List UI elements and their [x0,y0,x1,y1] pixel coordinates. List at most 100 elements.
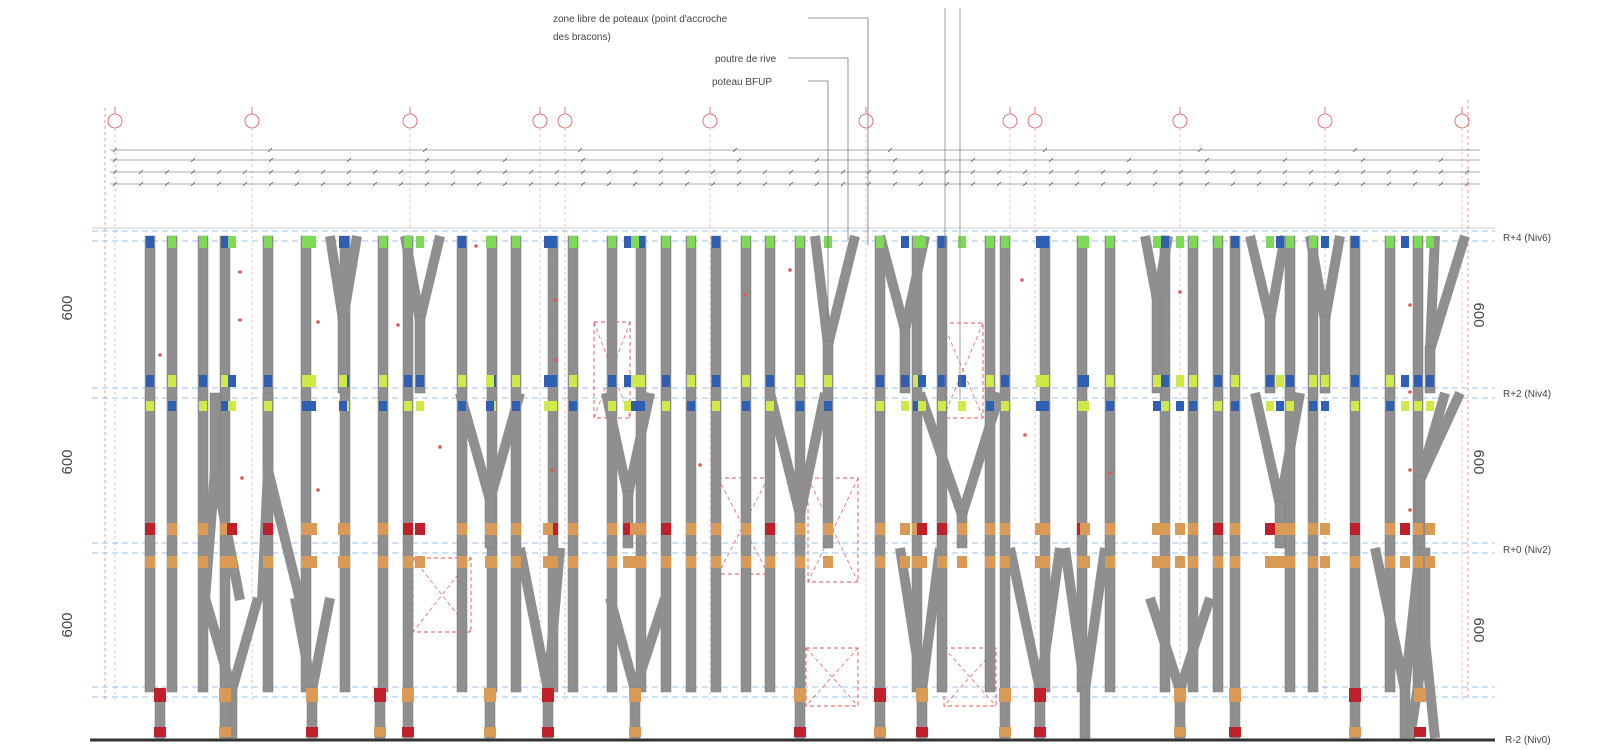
marker-low [623,523,633,535]
marker-low [957,523,967,535]
marker-mid [876,401,884,411]
marker-low [1035,556,1045,568]
anchor-mark [1023,433,1027,437]
column [1424,345,1436,394]
marker-low [1000,523,1010,535]
dimension-tick [422,147,428,153]
column-brace [1080,547,1110,691]
marker-mid [1081,401,1089,411]
marker-base [1174,727,1186,737]
column-brace [1265,235,1290,321]
marker-mid [199,401,207,411]
column [660,235,672,693]
dimension-tick [1282,169,1288,175]
marker-mid [404,401,412,411]
dimension-tick [346,157,352,163]
column-brace [415,234,445,322]
marker-mid [569,401,577,411]
dimension-tick [372,169,378,175]
marker-mid [637,375,645,387]
dimension-tick [502,169,508,175]
marker-mid [379,375,387,387]
marker-low [511,523,521,535]
column [1414,475,1426,549]
marker-mid [1214,401,1222,411]
marker-low [711,556,721,568]
column [822,340,834,549]
marker-mid [1176,375,1184,387]
dimension-tick [1464,169,1470,175]
dimension-tick [1230,181,1236,187]
marker-low [1425,556,1435,568]
marker-mid [339,401,347,411]
leader-line-zone [808,17,869,245]
column-brace [895,547,927,691]
column [337,315,349,394]
dimension-tick [762,181,768,187]
marker-mid [1081,375,1089,387]
marker-low [686,523,696,535]
marker-base [874,688,886,702]
marker-low [607,523,617,535]
column-brace [1400,547,1425,691]
dimension-tick [164,181,170,187]
marker-base [542,727,554,737]
marker-mid [1001,401,1009,411]
anchor-mark [1020,278,1024,282]
marker-mid [1286,401,1294,411]
marker-mid [1414,401,1422,411]
dimension-tick [1042,147,1048,153]
dimension-tick [1282,181,1288,187]
marker-top [913,236,921,248]
dimension-tick [996,169,1002,175]
marker-low [741,523,751,535]
marker-low [741,556,751,568]
marker-mid [1414,375,1422,387]
marker-mid [221,401,229,411]
marker-low [1230,523,1240,535]
annotation-zone-line1: zone libre de poteaux (point d'accroche [553,14,728,25]
marker-top [1153,236,1161,248]
marker-mid [986,401,994,411]
dimension-tick [632,169,638,175]
dimension-tick [554,181,560,187]
marker-mid [379,401,387,411]
marker-mid [549,375,557,387]
dimension-tick [1308,169,1314,175]
column [874,235,886,693]
column [794,235,806,693]
marker-low [1160,523,1170,535]
column-brace [1250,391,1285,507]
marker-top [712,236,720,248]
marker-mid [308,401,316,411]
marker-low [1188,556,1198,568]
marker-low [823,556,833,568]
marker-mid [824,401,832,411]
dimension-tick [1204,157,1210,163]
dimension-tick [1334,181,1340,187]
dimension-tick [1022,181,1028,187]
marker-base [999,727,1011,737]
marker-top [264,236,272,248]
marker-top [228,236,236,248]
dimension-tick [1048,157,1054,163]
marker-mid [913,375,921,387]
marker-top [901,236,909,248]
marker-mid [958,375,966,387]
grid-bubble [1454,113,1470,129]
dimension-tick [1386,181,1392,187]
dimension-tick [502,181,508,187]
column [984,235,996,693]
marker-base [916,688,928,702]
marker-low [1308,556,1318,568]
marker-mid [302,375,310,387]
marker-mid [938,401,946,411]
dimension-tick [216,169,222,175]
column-brace [1035,547,1065,691]
storey-dim-left-3: 600 [59,612,76,637]
dimension-tick [580,157,586,163]
dimension-tick [398,169,404,175]
dimension-tick [736,181,742,187]
dimension-tick [320,169,326,175]
